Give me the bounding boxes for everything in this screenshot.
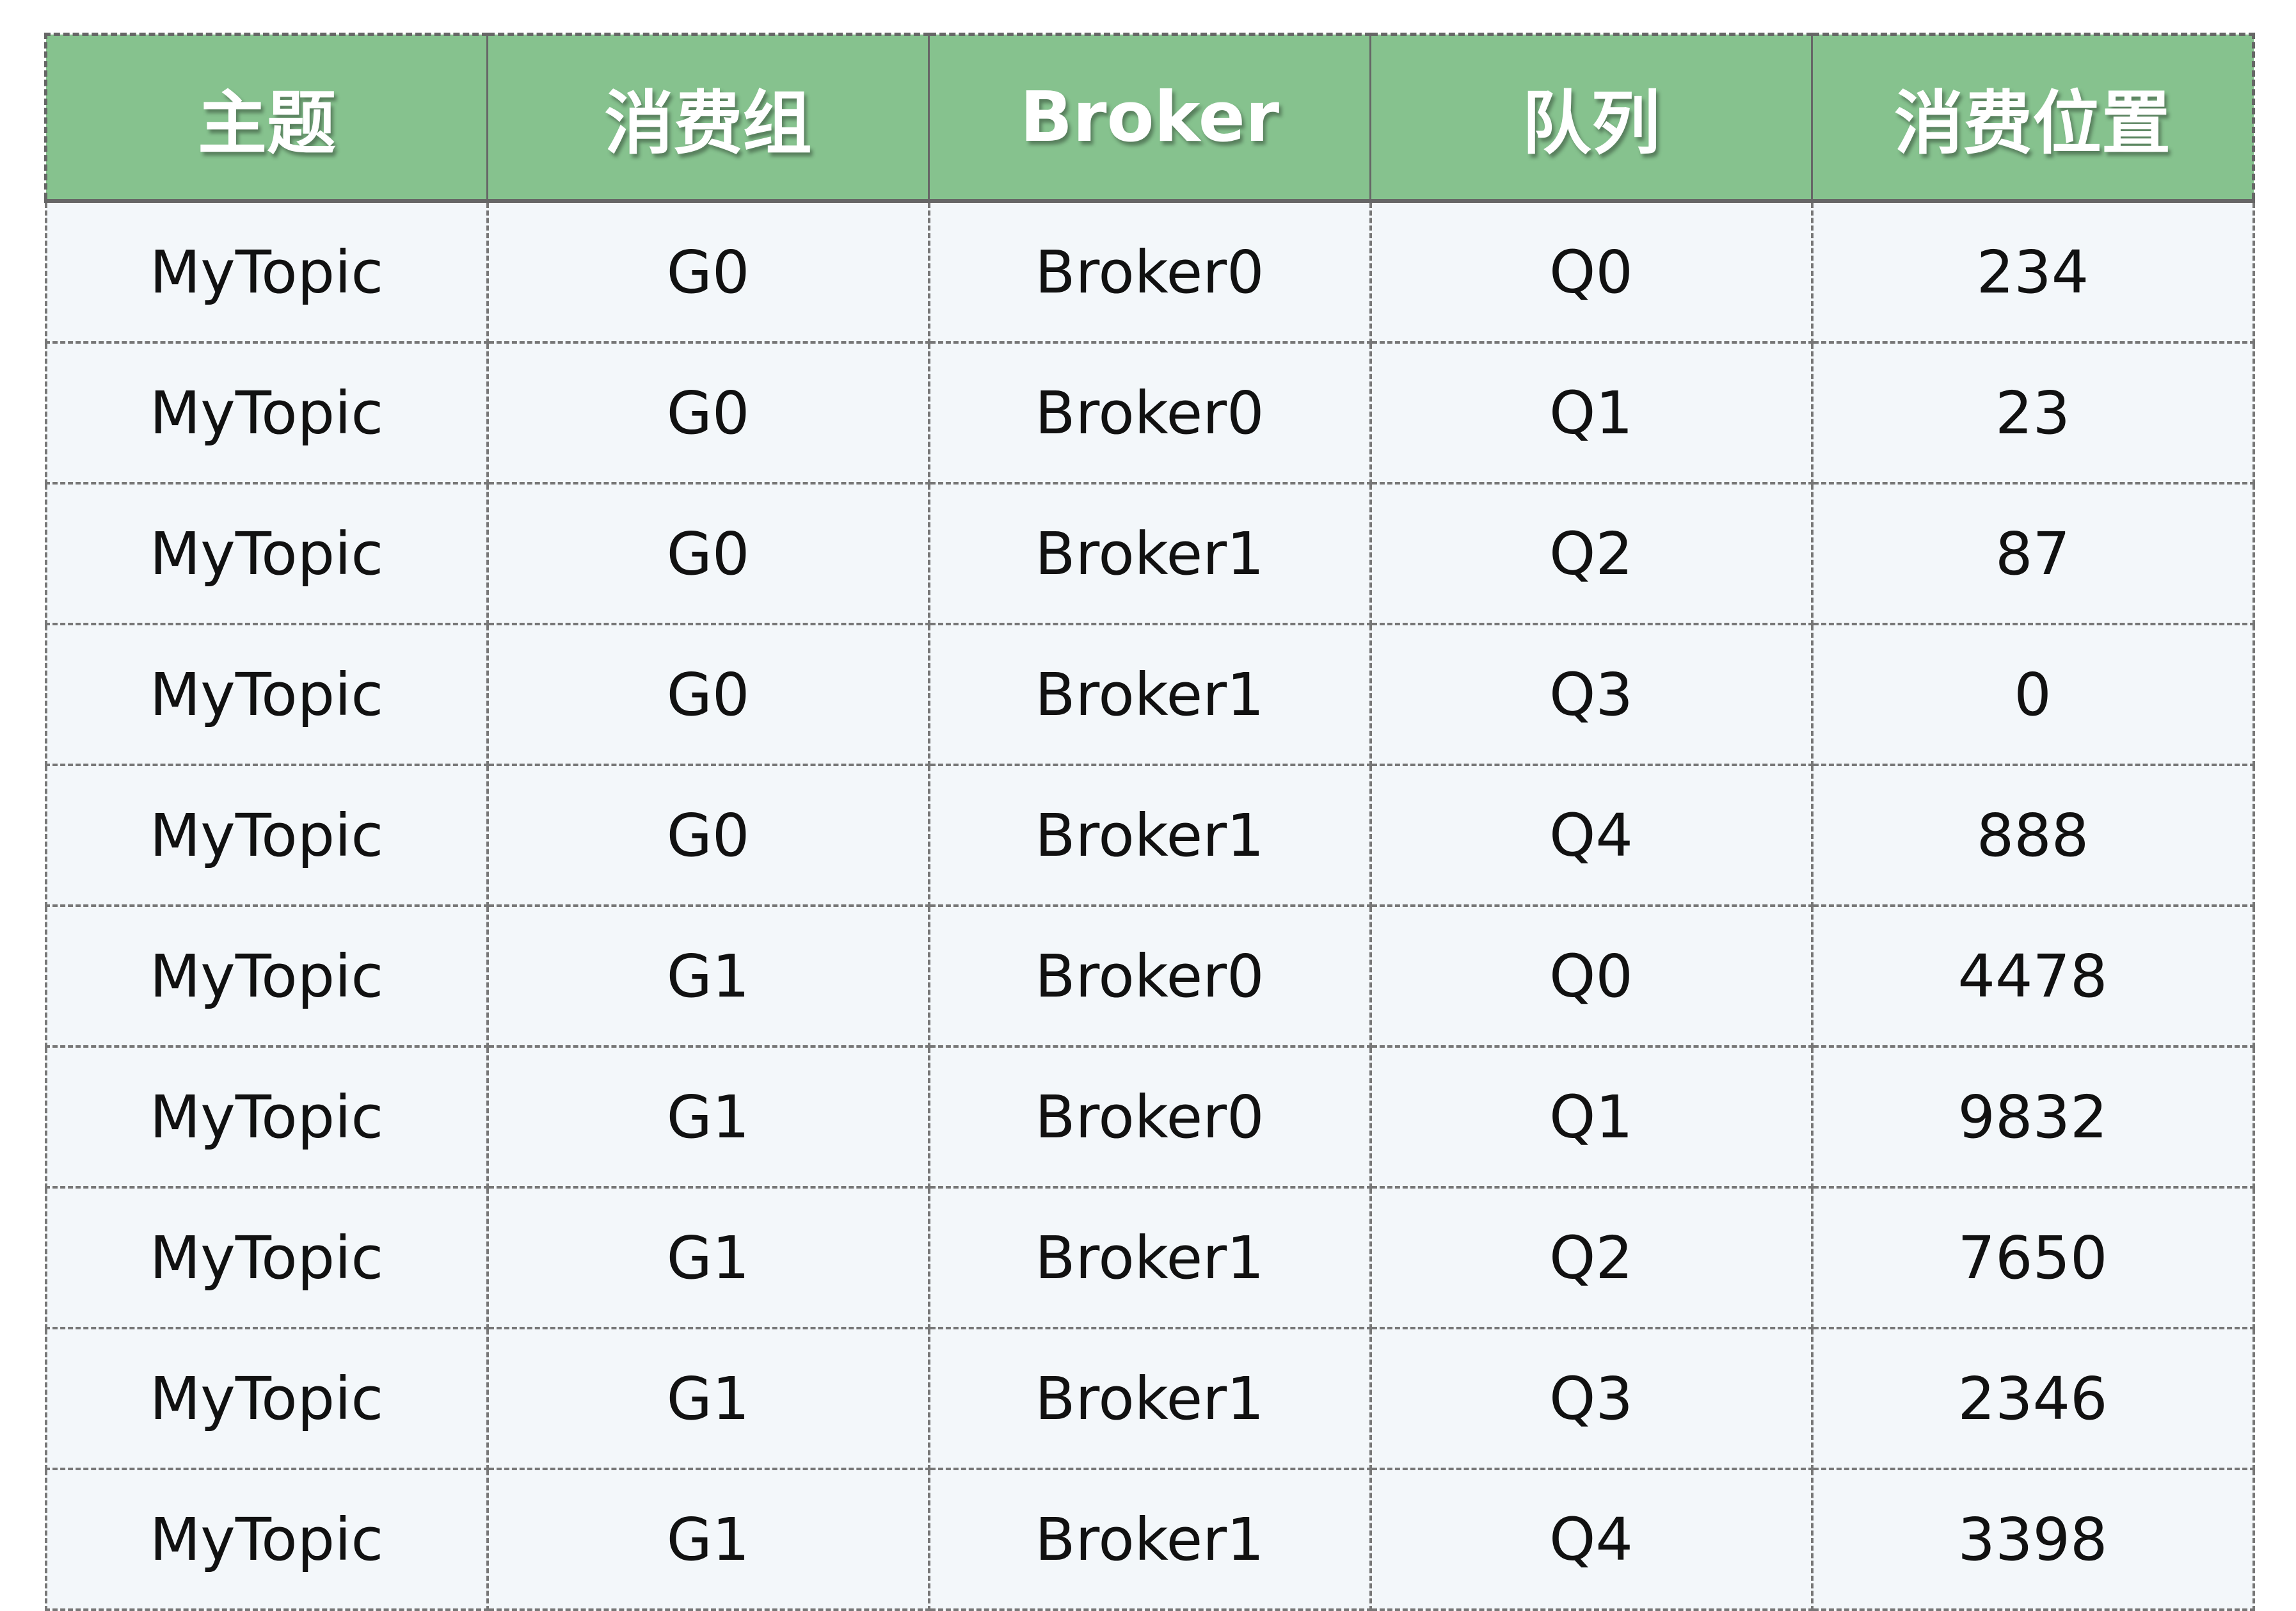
cell-broker: Broker0 <box>927 904 1372 1048</box>
header-row: 主题 消费组 Broker 队列 消费位置 <box>44 33 2255 203</box>
column-header-topic: 主题 <box>44 33 488 203</box>
cell-broker: Broker0 <box>927 1045 1372 1189</box>
cell-consumer-group: G0 <box>486 623 930 766</box>
column-header-consumer-group: 消费组 <box>486 33 929 203</box>
cell-queue: Q2 <box>1369 1186 1814 1329</box>
table-row: MyTopic G1 Broker1 Q3 2346 <box>44 1327 2255 1470</box>
cell-consumer-group: G0 <box>486 341 930 485</box>
cell-queue: Q3 <box>1369 623 1814 766</box>
table-row: MyTopic G0 Broker1 Q3 0 <box>44 623 2255 766</box>
cell-consumer-group: G0 <box>486 200 930 344</box>
cell-offset: 3398 <box>1810 1468 2255 1611</box>
cell-offset: 0 <box>1810 623 2255 766</box>
cell-topic: MyTopic <box>44 482 489 625</box>
column-header-offset: 消费位置 <box>1811 33 2255 203</box>
cell-broker: Broker1 <box>927 764 1372 907</box>
cell-queue: Q1 <box>1369 341 1814 485</box>
table-row: MyTopic G1 Broker1 Q2 7650 <box>44 1186 2255 1329</box>
cell-broker: Broker1 <box>927 1327 1372 1470</box>
table-row: MyTopic G0 Broker1 Q4 888 <box>44 764 2255 907</box>
cell-broker: Broker0 <box>927 341 1372 485</box>
cell-offset: 7650 <box>1810 1186 2255 1329</box>
table-row: MyTopic G1 Broker0 Q1 9832 <box>44 1045 2255 1189</box>
column-header-broker: Broker <box>928 33 1371 203</box>
cell-offset: 4478 <box>1810 904 2255 1048</box>
cell-topic: MyTopic <box>44 1327 489 1470</box>
cell-consumer-group: G1 <box>486 1327 930 1470</box>
cell-broker: Broker0 <box>927 200 1372 344</box>
cell-broker: Broker1 <box>927 482 1372 625</box>
cell-topic: MyTopic <box>44 1468 489 1611</box>
cell-topic: MyTopic <box>44 200 489 344</box>
cell-consumer-group: G1 <box>486 1045 930 1189</box>
cell-topic: MyTopic <box>44 1045 489 1189</box>
cell-topic: MyTopic <box>44 764 489 907</box>
cell-broker: Broker1 <box>927 1468 1372 1611</box>
cell-queue: Q4 <box>1369 1468 1814 1611</box>
cell-broker: Broker1 <box>927 1186 1372 1329</box>
cell-offset: 9832 <box>1810 1045 2255 1189</box>
cell-queue: Q2 <box>1369 482 1814 625</box>
cell-topic: MyTopic <box>44 1186 489 1329</box>
cell-consumer-group: G0 <box>486 764 930 907</box>
table-row: MyTopic G0 Broker0 Q0 234 <box>44 200 2255 344</box>
table-row: MyTopic G0 Broker1 Q2 87 <box>44 482 2255 625</box>
cell-offset: 888 <box>1810 764 2255 907</box>
table-row: MyTopic G1 Broker1 Q4 3398 <box>44 1468 2255 1611</box>
cell-topic: MyTopic <box>44 623 489 766</box>
cell-queue: Q3 <box>1369 1327 1814 1470</box>
cell-consumer-group: G1 <box>486 1468 930 1611</box>
cell-topic: MyTopic <box>44 341 489 485</box>
cell-queue: Q0 <box>1369 904 1814 1048</box>
column-header-queue: 队列 <box>1369 33 1812 203</box>
cell-consumer-group: G1 <box>486 1186 930 1329</box>
table-row: MyTopic G1 Broker0 Q0 4478 <box>44 904 2255 1048</box>
cell-consumer-group: G0 <box>486 482 930 625</box>
cell-offset: 23 <box>1810 341 2255 485</box>
cell-offset: 2346 <box>1810 1327 2255 1470</box>
table-row: MyTopic G0 Broker0 Q1 23 <box>44 341 2255 485</box>
cell-consumer-group: G1 <box>486 904 930 1048</box>
table-body: MyTopic G0 Broker0 Q0 234 MyTopic G0 Broker0 Q1 2… <box>44 200 2255 1611</box>
cell-broker: Broker1 <box>927 623 1372 766</box>
cell-queue: Q1 <box>1369 1045 1814 1189</box>
cell-offset: 234 <box>1810 200 2255 344</box>
cell-queue: Q4 <box>1369 764 1814 907</box>
cell-queue: Q0 <box>1369 200 1814 344</box>
cell-offset: 87 <box>1810 482 2255 625</box>
cell-topic: MyTopic <box>44 904 489 1048</box>
consumer-offset-table: 主题 消费组 Broker 队列 消费位置 MyTopic G0 Broker0 Q0 234 M… <box>44 33 2255 1611</box>
